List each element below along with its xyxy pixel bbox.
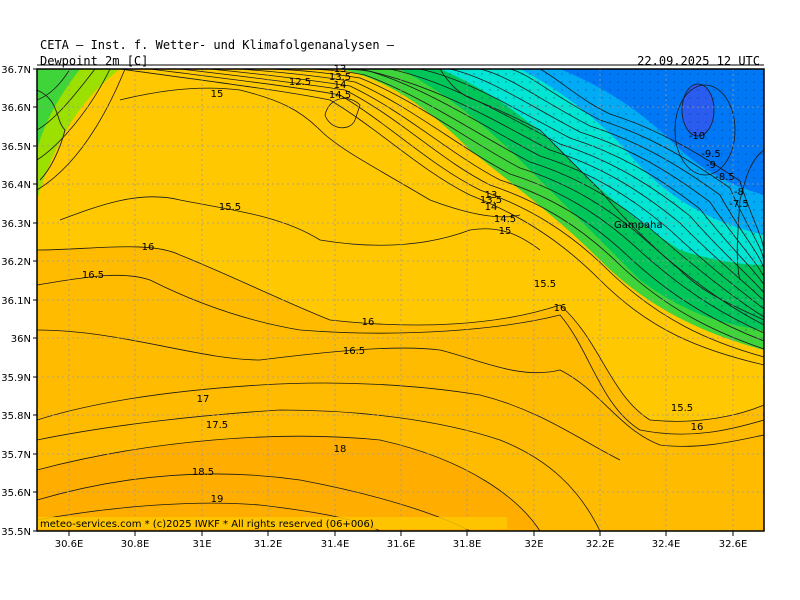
contour-label: 14 [334, 80, 347, 91]
contour-label: 16 [362, 317, 375, 328]
contour-lines [37, 69, 764, 531]
lat-tick-label: 36.6N [1, 103, 31, 114]
contour-label: -10 [689, 131, 705, 142]
lat-tick-label: 36.4N [1, 180, 31, 191]
contour-label: -9 [706, 160, 716, 171]
contour-label: -7.5 [729, 199, 749, 210]
longitude-axis: 30.6E 30.8E 31E 31.2E 31.4E 31.6E 31.8E 32E 32.2… [55, 531, 748, 550]
copyright-bg [37, 517, 507, 529]
lon-tick-label: 32.6E [719, 539, 748, 550]
lon-tick-label: 32.4E [652, 539, 681, 550]
contour-label: 14 [485, 202, 498, 213]
contour-label: 14.5 [494, 214, 516, 225]
latitude-axis: 36.7N 36.6N 36.5N 36.4N 36.3N 36.2N 36.1N 36N 35… [1, 65, 37, 538]
lon-tick-label: 31.2E [254, 539, 283, 550]
lon-tick-label: 32.2E [586, 539, 615, 550]
contour-label: 12.5 [289, 77, 311, 88]
lat-tick-label: 35.7N [1, 450, 31, 461]
header-title: CETA — Inst. f. Wetter- und Klimafolgena… [40, 38, 395, 52]
copyright-text: meteo-services.com * (c)2025 IWKF * All … [40, 519, 374, 530]
lon-tick-label: 31E [192, 539, 211, 550]
contour-label: 17 [197, 394, 210, 405]
contour-label: 16.5 [82, 270, 104, 281]
contour-label: 15 [499, 226, 512, 237]
grid-lines [37, 69, 764, 531]
lon-tick-label: 30.8E [121, 539, 150, 550]
contour-label: 13.5 [329, 72, 351, 83]
lat-tick-label: 35.9N [1, 373, 31, 384]
band-fill-green-west [37, 69, 120, 200]
contour-label: 16 [554, 303, 567, 314]
lat-tick-label: 36.2N [1, 257, 31, 268]
contour-label: 13.5 [480, 195, 502, 206]
contour-label: 19 [211, 494, 224, 505]
contour-label: 18.5 [192, 467, 214, 478]
map-fill [37, 69, 764, 531]
lat-tick-label: 36.7N [1, 65, 31, 76]
steep-gradient-lines [119, 69, 764, 366]
contour-label: 14.5 [329, 90, 351, 101]
contour-label: 17.5 [206, 420, 228, 431]
band-fill-19 [37, 436, 540, 531]
contour-label: 15.5 [671, 403, 693, 414]
contour-label: -8.5 [715, 172, 735, 183]
place-label-gampaha: Gampaha [614, 220, 663, 231]
lat-tick-label: 35.6N [1, 488, 31, 499]
contour-label: 15.5 [534, 279, 556, 290]
lon-tick-label: 30.6E [55, 539, 84, 550]
contour-label: -8 [734, 187, 744, 198]
lat-tick-label: 35.5N [1, 527, 31, 538]
lon-tick-label: 32E [524, 539, 543, 550]
band-fill-green-west-inner [37, 69, 80, 150]
lat-tick-label: 35.8N [1, 411, 31, 422]
lon-tick-label: 31.8E [453, 539, 482, 550]
contour-label: 16.5 [343, 346, 365, 357]
contour-label: 13 [485, 190, 498, 201]
contour-label: 18 [334, 444, 347, 455]
stipple-overlay [440, 69, 764, 340]
lat-tick-label: 36.3N [1, 219, 31, 230]
contour-label: 15.5 [219, 202, 241, 213]
lon-tick-label: 31.4E [321, 539, 350, 550]
lat-tick-label: 36N [11, 334, 31, 345]
contour-label: 16 [691, 422, 704, 433]
lat-tick-label: 36.5N [1, 142, 31, 153]
lon-tick-label: 31.6E [387, 539, 416, 550]
contour-label: 16 [142, 242, 155, 253]
contour-label: -9.5 [701, 149, 721, 160]
contour-label: 15 [211, 89, 224, 100]
lat-tick-label: 36.1N [1, 296, 31, 307]
